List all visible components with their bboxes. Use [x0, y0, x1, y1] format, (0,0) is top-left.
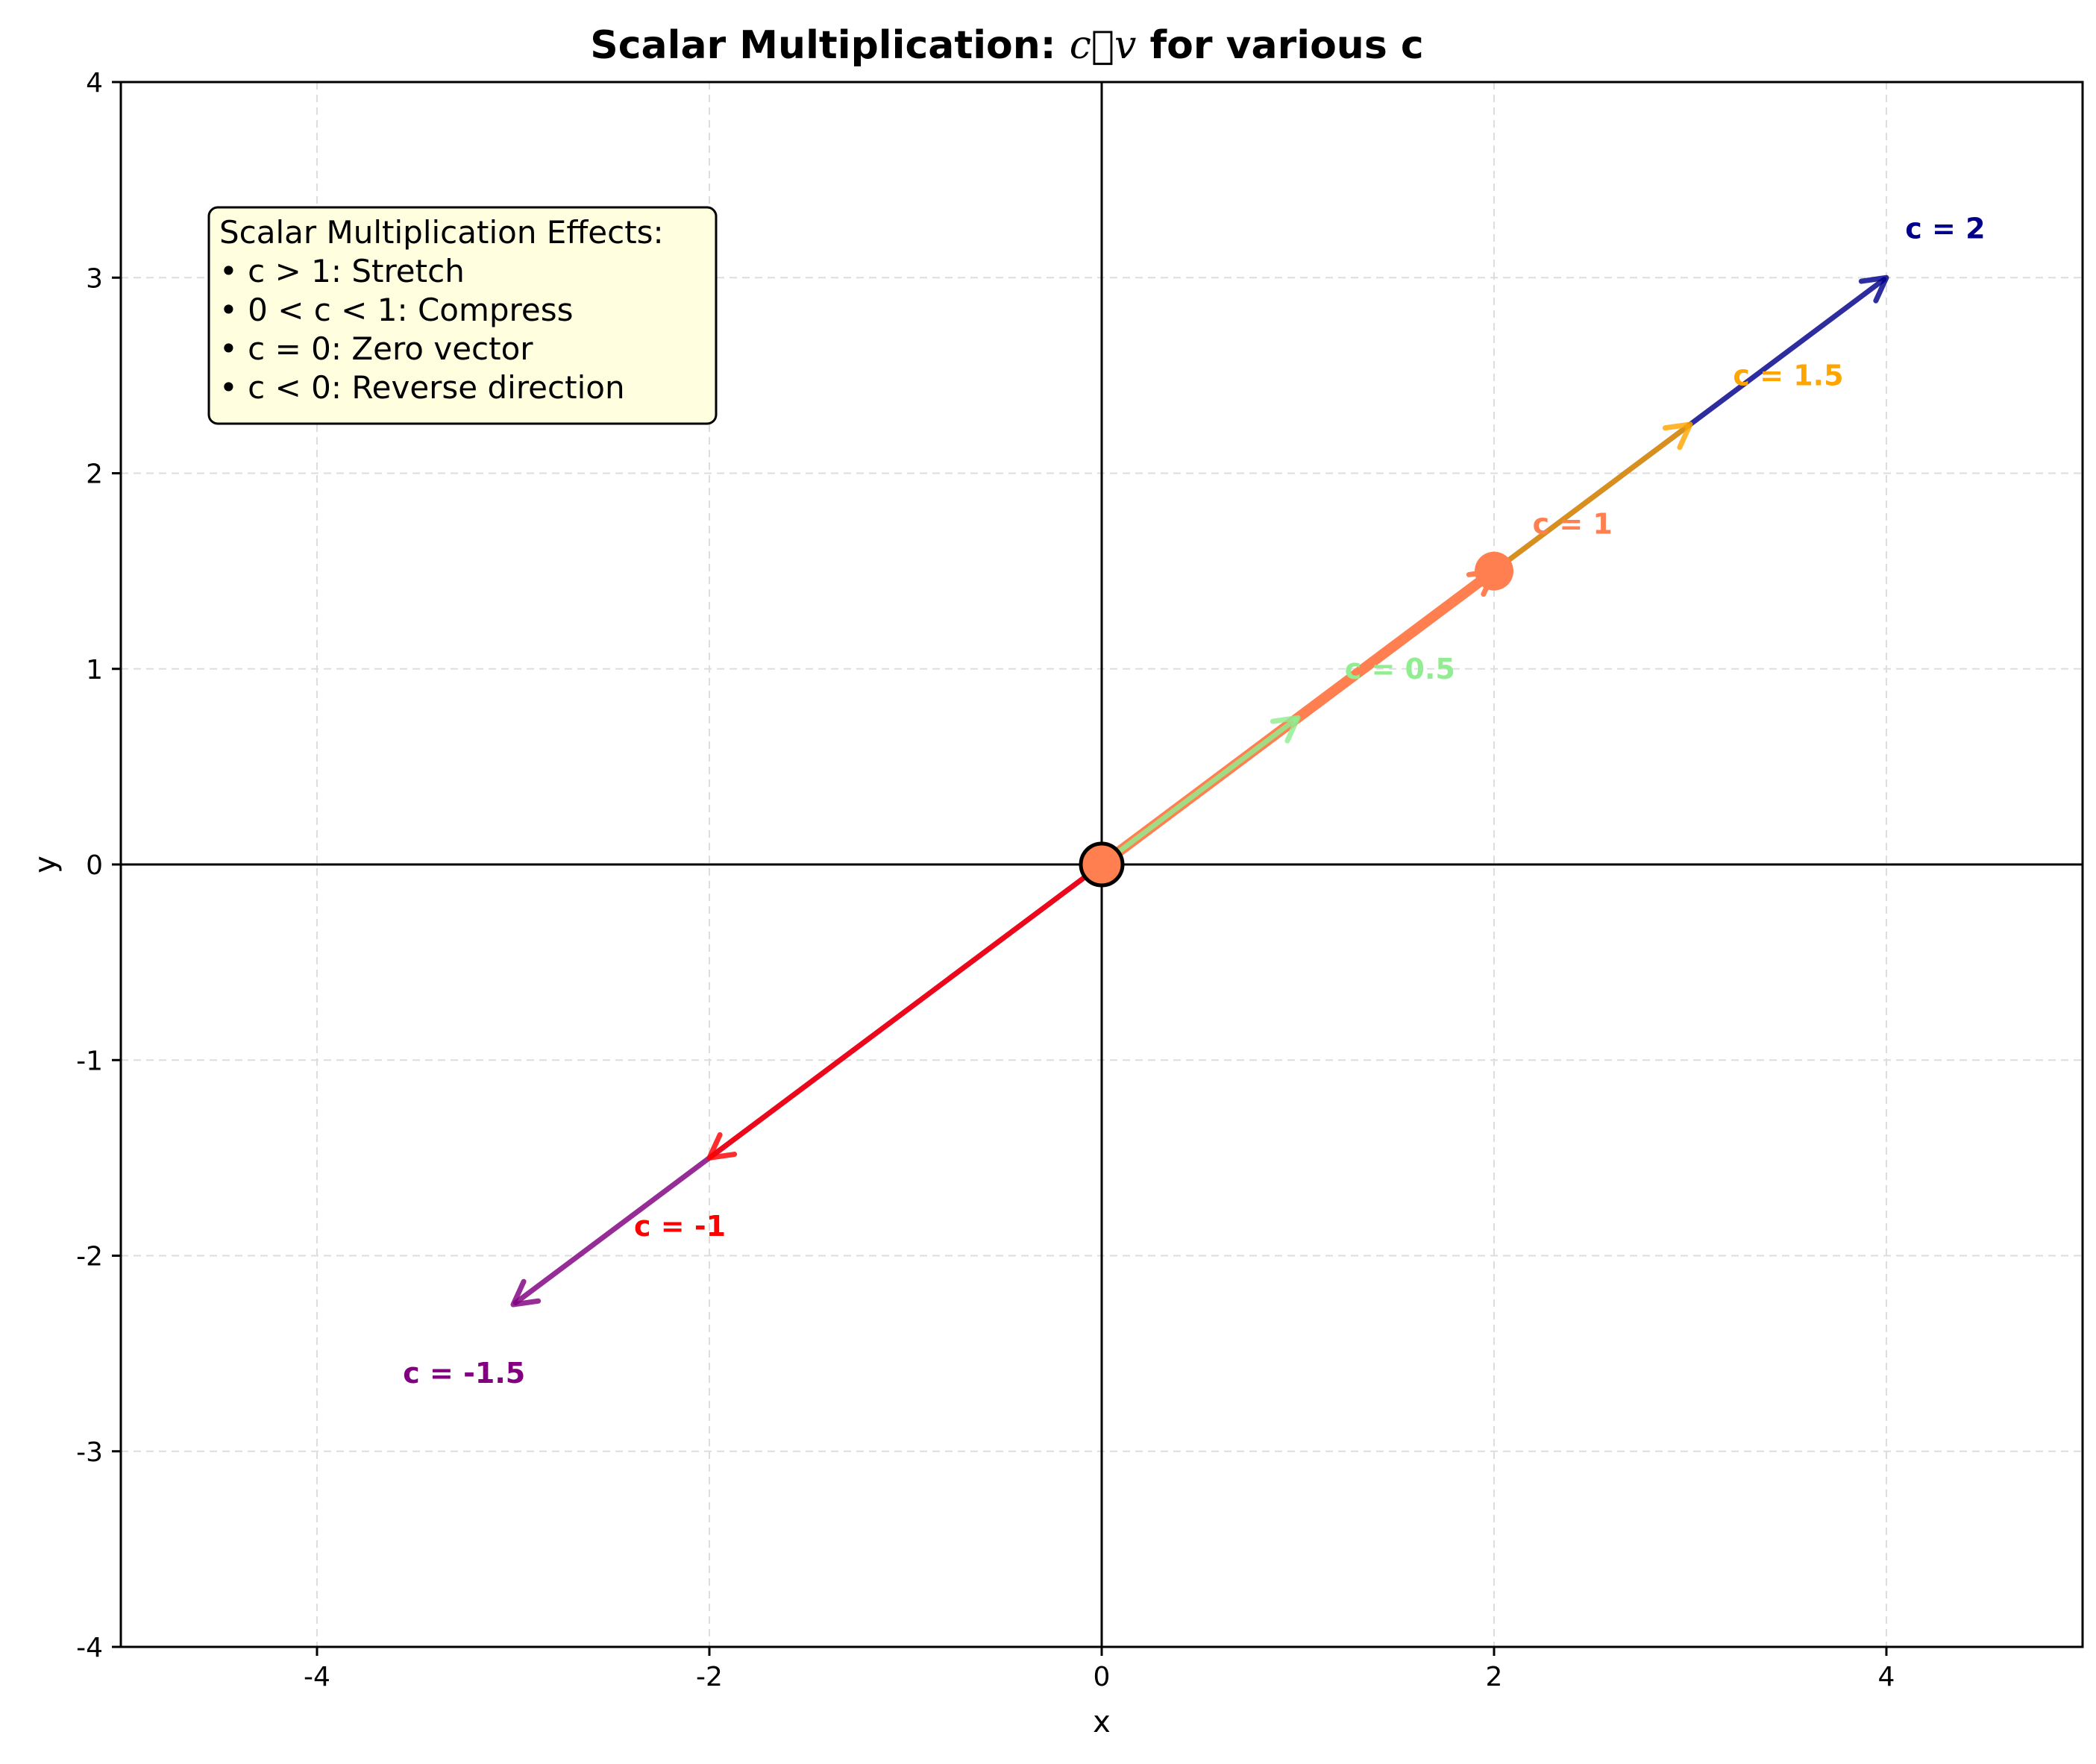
y-tick-label: 4 — [86, 68, 103, 98]
annotation-line: • c = 0: Zero vector — [219, 330, 533, 367]
x-tick-label: -2 — [696, 1662, 723, 1692]
vector-label: c = 1.5 — [1733, 359, 1843, 392]
plot-frame — [119, 81, 2084, 1648]
vector-arrowhead — [1858, 274, 1889, 304]
y-tick-label: 0 — [86, 850, 103, 881]
chart-title-math: c⃗v — [1070, 23, 1137, 68]
vector-arrowhead — [1662, 421, 1693, 451]
vector-arrowhead — [510, 1278, 542, 1308]
annotation-line: • 0 < c < 1: Compress — [219, 292, 574, 328]
vector-label: c = 0.5 — [1345, 653, 1455, 685]
vector-label: c = -1.5 — [403, 1357, 525, 1390]
vector-arrowhead — [706, 1131, 738, 1161]
annotation-background — [207, 206, 718, 425]
y-tick-label: 2 — [86, 459, 103, 490]
chart-title-prefix: Scalar Multiplication: — [590, 23, 1069, 68]
annotation-line: Scalar Multiplication Effects: — [219, 214, 664, 251]
annotation-line: • c < 0: Reverse direction — [219, 369, 625, 406]
vector-label: c = 2 — [1905, 213, 1985, 245]
x-tick-label: 2 — [1486, 1662, 1503, 1692]
vector-label: c = 1 — [1533, 508, 1613, 541]
base-vector-tip-marker — [1475, 551, 1513, 591]
y-tick-label: -3 — [76, 1437, 103, 1468]
vector-label: c = -1 — [634, 1210, 726, 1243]
x-tick-label: -4 — [304, 1662, 330, 1692]
y-tick-label: 3 — [86, 263, 103, 294]
annotation-line: • c > 1: Stretch — [219, 253, 465, 289]
chart-title: Scalar Multiplication: c⃗v for various c — [590, 23, 1423, 68]
vector-line — [1099, 717, 1299, 867]
y-tick-label: -2 — [76, 1242, 103, 1272]
chart-title-suffix: for various c — [1136, 23, 1423, 68]
x-tick-label: 0 — [1094, 1662, 1111, 1692]
y-tick-label: -4 — [76, 1633, 103, 1663]
x-tick-label: 4 — [1878, 1662, 1895, 1692]
vector-line — [709, 861, 1105, 1159]
y-axis-label: y — [28, 856, 63, 873]
y-tick-label: -1 — [76, 1046, 103, 1076]
origin-marker — [1079, 841, 1125, 888]
vectors — [510, 274, 1889, 1308]
x-axis-label: x — [1093, 1705, 1111, 1739]
vector-arrowhead — [1270, 715, 1301, 744]
ticks: -4 -2 0 2 4 -4 -3 -2 -1 0 1 2 3 4 — [76, 68, 1895, 1692]
y-tick-label: 1 — [86, 655, 103, 685]
vector-labels: c = 2 c = 1.5 c = 1 c = 0.5 c = -1 c = -1.5 — [403, 213, 1985, 1390]
annotation-box: Scalar Multiplication Effects:• c > 1: S… — [207, 206, 718, 425]
